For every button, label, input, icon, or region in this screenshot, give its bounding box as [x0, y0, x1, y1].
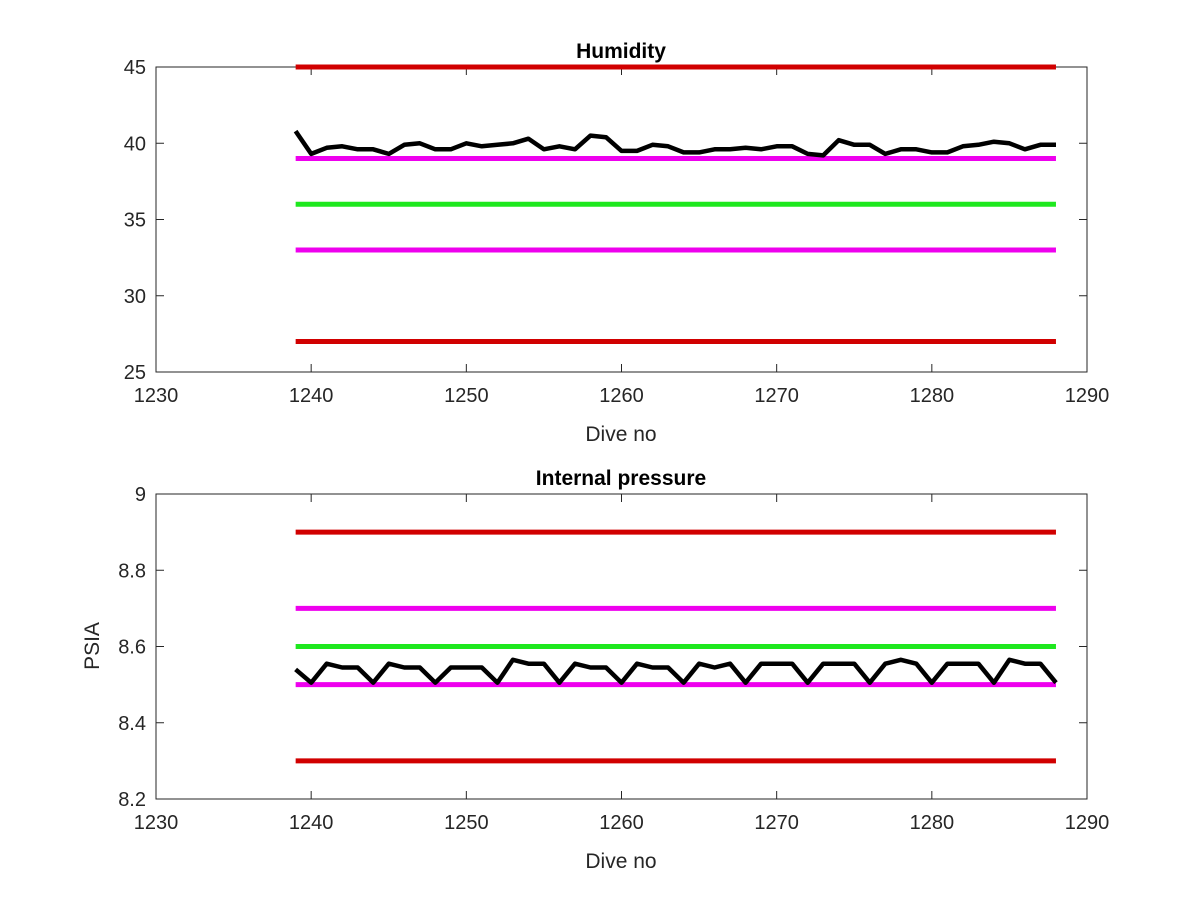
- humidity-chart-title: Humidity: [576, 40, 666, 63]
- humidity-series: [293, 129, 1056, 158]
- humidity-y-tick-label: 40: [124, 133, 146, 155]
- humidity-reference-lines: [295, 64, 1056, 344]
- humidity-data-line: [293, 129, 1056, 158]
- pressure-x-tick-label: 1250: [444, 812, 489, 834]
- humidity-x-tick-label: 1290: [1065, 385, 1110, 407]
- pressure-y-tick-label: 8.8: [118, 560, 146, 582]
- humidity-x-tick-label: 1240: [289, 385, 334, 407]
- pressure-chart-title: Internal pressure: [536, 467, 706, 490]
- pressure-axis-ticks: 1230 1240 1250 1260 1270 1280 1290 8.2 8.4 8.6 8.8…: [118, 484, 1109, 834]
- humidity-x-tick-label: 1260: [599, 385, 644, 407]
- pressure-y-axis-label: PSIA: [81, 622, 104, 670]
- humidity-x-tick-label: 1230: [134, 385, 179, 407]
- pressure-x-tick-label: 1240: [289, 812, 334, 834]
- humidity-y-tick-label: 35: [124, 210, 146, 232]
- pressure-x-tick-label: 1290: [1065, 812, 1110, 834]
- humidity-chart: Humidity Dive no 1230 1240 1250 1260 1270 128…: [124, 40, 1110, 446]
- pressure-series: [294, 657, 1058, 685]
- pressure-x-tick-label: 1260: [599, 812, 644, 834]
- pressure-x-tick-label: 1230: [134, 812, 179, 834]
- humidity-x-tick-label: 1280: [910, 385, 955, 407]
- humidity-x-axis-label: Dive no: [585, 423, 656, 446]
- humidity-x-tick-label: 1270: [754, 385, 799, 407]
- pressure-y-tick-label: 9: [135, 484, 146, 506]
- humidity-axis-ticks: 1230 1240 1250 1260 1270 1280 1290 25 30 35 40 45: [124, 57, 1110, 407]
- pressure-x-tick-label: 1280: [910, 812, 955, 834]
- pressure-x-axis-label: Dive no: [585, 850, 656, 873]
- pressure-y-tick-label: 8.6: [118, 637, 146, 659]
- humidity-y-tick-label: 45: [124, 57, 146, 79]
- humidity-plot-area: [155, 66, 1088, 373]
- humidity-y-tick-label: 30: [124, 286, 146, 308]
- internal-pressure-chart: Internal pressure Dive no PSIA 1230 1240 1…: [81, 467, 1109, 873]
- pressure-x-tick-label: 1270: [754, 812, 799, 834]
- pressure-y-tick-label: 8.4: [118, 713, 146, 735]
- pressure-y-tick-label: 8.2: [118, 789, 146, 811]
- humidity-x-tick-label: 1250: [444, 385, 489, 407]
- pressure-data-line: [294, 657, 1058, 685]
- pressure-reference-lines: [295, 529, 1056, 764]
- humidity-y-tick-label: 25: [124, 362, 146, 384]
